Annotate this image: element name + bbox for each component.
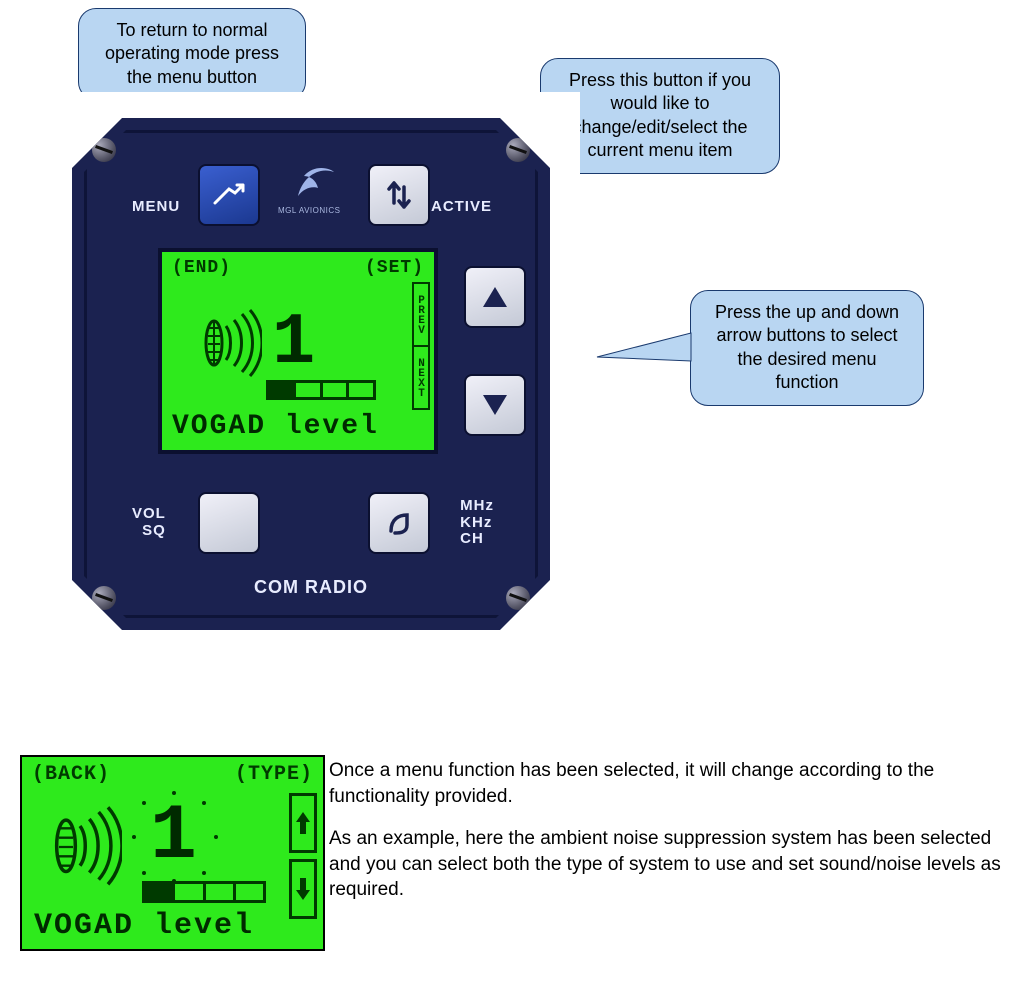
lcd-prev-label: PREV bbox=[414, 284, 428, 347]
arrow-down-icon bbox=[294, 874, 312, 904]
lcd2-up-box bbox=[289, 793, 317, 853]
freq-button[interactable] bbox=[368, 492, 430, 554]
bar-seg bbox=[269, 383, 296, 397]
lcd2-value-digit: 1 bbox=[150, 793, 197, 881]
lcd-next-label: NEXT bbox=[414, 347, 428, 408]
description-paragraph-2: As an example, here the ambient noise su… bbox=[329, 826, 1019, 903]
lcd2-function-name: VOGAD level bbox=[34, 909, 283, 943]
device-faceplate: MENU ACTIVE VOL SQ MHz KHz CH COM RADIO … bbox=[72, 118, 550, 630]
bar-seg bbox=[145, 884, 175, 900]
label-active: ACTIVE bbox=[431, 198, 492, 215]
microphone-waves-icon bbox=[52, 805, 122, 885]
triangle-up-icon bbox=[475, 277, 515, 317]
triangle-down-icon bbox=[475, 385, 515, 425]
label-title: COM RADIO bbox=[72, 577, 550, 598]
label-menu: MENU bbox=[132, 198, 180, 215]
lcd-set-tag: (SET) bbox=[365, 258, 424, 278]
callout-menu: To return to normal operating mode press… bbox=[78, 8, 306, 100]
lcd2-type-tag: (TYPE) bbox=[235, 763, 313, 786]
callout-arrows-text: Press the up and down arrow buttons to s… bbox=[715, 302, 899, 392]
volsq-button[interactable] bbox=[198, 492, 260, 554]
microphone-waves-icon bbox=[202, 308, 262, 378]
down-button[interactable] bbox=[464, 374, 526, 436]
cycle-icon bbox=[379, 503, 419, 543]
up-button[interactable] bbox=[464, 266, 526, 328]
description-paragraph-1: Once a menu function has been selected, … bbox=[329, 758, 1019, 809]
lcd-level-bar bbox=[266, 380, 376, 400]
lcd-function-name: VOGAD level bbox=[172, 411, 408, 442]
menu-button-icon bbox=[209, 175, 249, 215]
callout-arrows: Press the up and down arrow buttons to s… bbox=[690, 290, 924, 406]
lcd2-back-tag: (BACK) bbox=[32, 763, 110, 786]
label-volsq: VOL SQ bbox=[132, 506, 166, 539]
callout-menu-text: To return to normal operating mode press… bbox=[105, 20, 279, 87]
menu-button[interactable] bbox=[198, 164, 260, 226]
screw-icon bbox=[506, 138, 530, 162]
lcd2-level-bar bbox=[142, 881, 266, 903]
brand-label: MGL AVIONICS bbox=[278, 206, 340, 215]
swap-arrows-icon bbox=[379, 175, 419, 215]
active-button[interactable] bbox=[368, 164, 430, 226]
arrow-up-icon bbox=[294, 808, 312, 838]
dolphin-logo-icon bbox=[290, 158, 340, 208]
device-photo-area: MENU ACTIVE VOL SQ MHz KHz CH COM RADIO … bbox=[38, 92, 580, 660]
lcd-prevnext-strip: PREV NEXT bbox=[412, 282, 430, 410]
lcd-end-tag: (END) bbox=[172, 258, 231, 278]
lcd-value-digit: 1 bbox=[272, 302, 315, 384]
lcd-display: (END) (SET) PREV NEXT bbox=[158, 248, 438, 454]
lcd-display-example: (BACK) (TYPE) 1 bbox=[20, 755, 325, 951]
page: To return to normal operating mode press… bbox=[0, 0, 1027, 986]
bar-seg bbox=[296, 383, 323, 397]
label-unit: MHz KHz CH bbox=[460, 498, 494, 548]
callout-active-text: Press this button if you would like to c… bbox=[569, 70, 751, 160]
bar-seg bbox=[206, 884, 236, 900]
bar-seg bbox=[175, 884, 205, 900]
bar-seg bbox=[349, 383, 373, 397]
lcd2-down-box bbox=[289, 859, 317, 919]
screw-icon bbox=[92, 138, 116, 162]
bar-seg bbox=[323, 383, 350, 397]
bar-seg bbox=[236, 884, 263, 900]
